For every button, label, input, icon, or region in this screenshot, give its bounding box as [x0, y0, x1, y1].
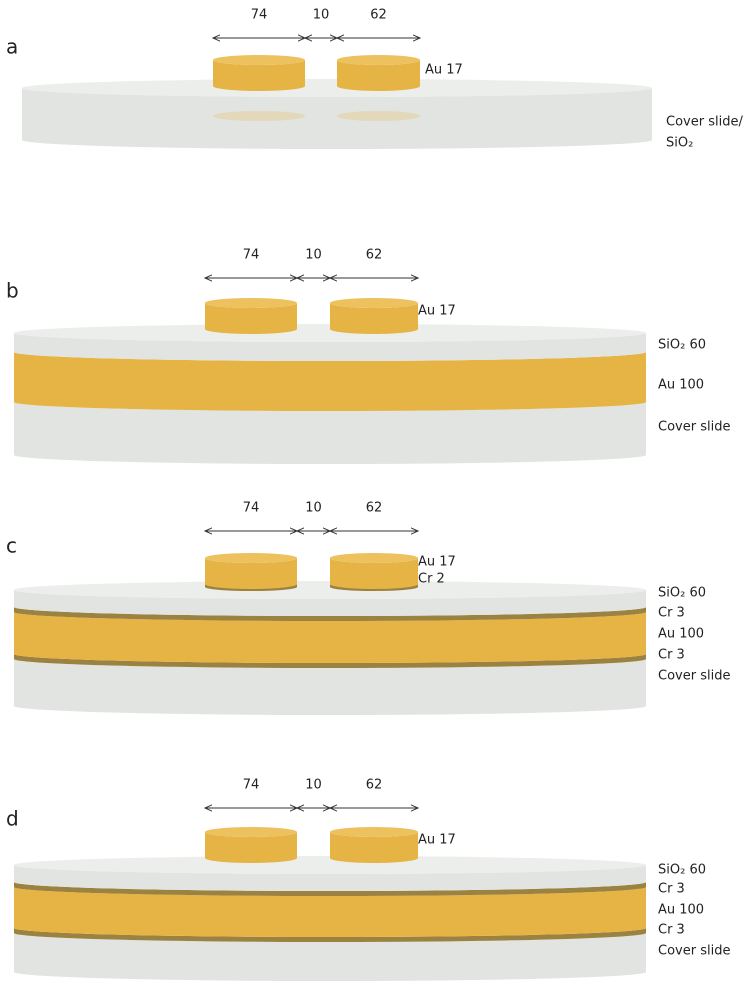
- dimension-label: 10: [305, 778, 322, 793]
- dimension-label: 74: [243, 501, 260, 516]
- layer-label: Au 100: [658, 627, 704, 642]
- gold-disk-top: [337, 55, 420, 65]
- dimension-label: 62: [370, 8, 387, 23]
- layer-label: Cr 3: [658, 648, 685, 663]
- layer-label: SiO₂: [666, 136, 693, 151]
- diagram: a 74 10 62 Au 17 Cover slide/SiO₂ b 74 10 62 Au 17…: [0, 0, 748, 988]
- layer-label: SiO₂ 60: [658, 338, 706, 353]
- layer-label: Au 17: [425, 63, 463, 78]
- dimension-label: 62: [366, 778, 383, 793]
- panel-letter: d: [6, 807, 19, 831]
- dimension-label: 74: [243, 778, 260, 793]
- panel-letter: b: [6, 279, 19, 303]
- gold-disk-top: [330, 298, 418, 308]
- dimension-label: 62: [366, 501, 383, 516]
- layer-label: Au 17: [418, 304, 456, 319]
- gold-disk-top: [330, 827, 418, 837]
- layer-label: Cover slide: [658, 669, 730, 684]
- dimension-label: 10: [305, 248, 322, 263]
- dimension-label: 10: [313, 8, 330, 23]
- layer-label: SiO₂ 60: [658, 863, 706, 878]
- layer-label: Cover slide: [658, 944, 730, 959]
- layer-label: Cr 3: [658, 882, 685, 897]
- layer: [22, 88, 652, 149]
- layer-label: Au 17: [418, 833, 456, 848]
- disk-reflection: [337, 111, 420, 121]
- layer-label: SiO₂ 60: [658, 586, 706, 601]
- layer-label: Au 100: [658, 903, 704, 918]
- layer-label: Cr 2: [418, 572, 445, 587]
- disk-reflection: [213, 111, 305, 121]
- dimension-label: 74: [243, 248, 260, 263]
- gold-disk-top: [205, 298, 297, 308]
- layer-label: Cr 3: [658, 606, 685, 621]
- layer-label: Cover slide/: [666, 115, 743, 130]
- dimension-label: 10: [305, 501, 322, 516]
- layer-label: Au 100: [658, 378, 704, 393]
- gold-disk-top: [205, 827, 297, 837]
- panel-letter: a: [6, 35, 18, 59]
- dimension-label: 74: [251, 8, 268, 23]
- layer: [14, 402, 646, 464]
- gold-disk-top: [213, 55, 305, 65]
- gold-disk-top: [205, 553, 297, 563]
- dimension-label: 62: [366, 248, 383, 263]
- layer-label: Au 17: [418, 555, 456, 570]
- gold-disk-top: [330, 553, 418, 563]
- layer-label: Cover slide: [658, 420, 730, 435]
- panel-letter: c: [6, 534, 17, 558]
- layer-label: Cr 3: [658, 923, 685, 938]
- slab-top: [14, 856, 646, 874]
